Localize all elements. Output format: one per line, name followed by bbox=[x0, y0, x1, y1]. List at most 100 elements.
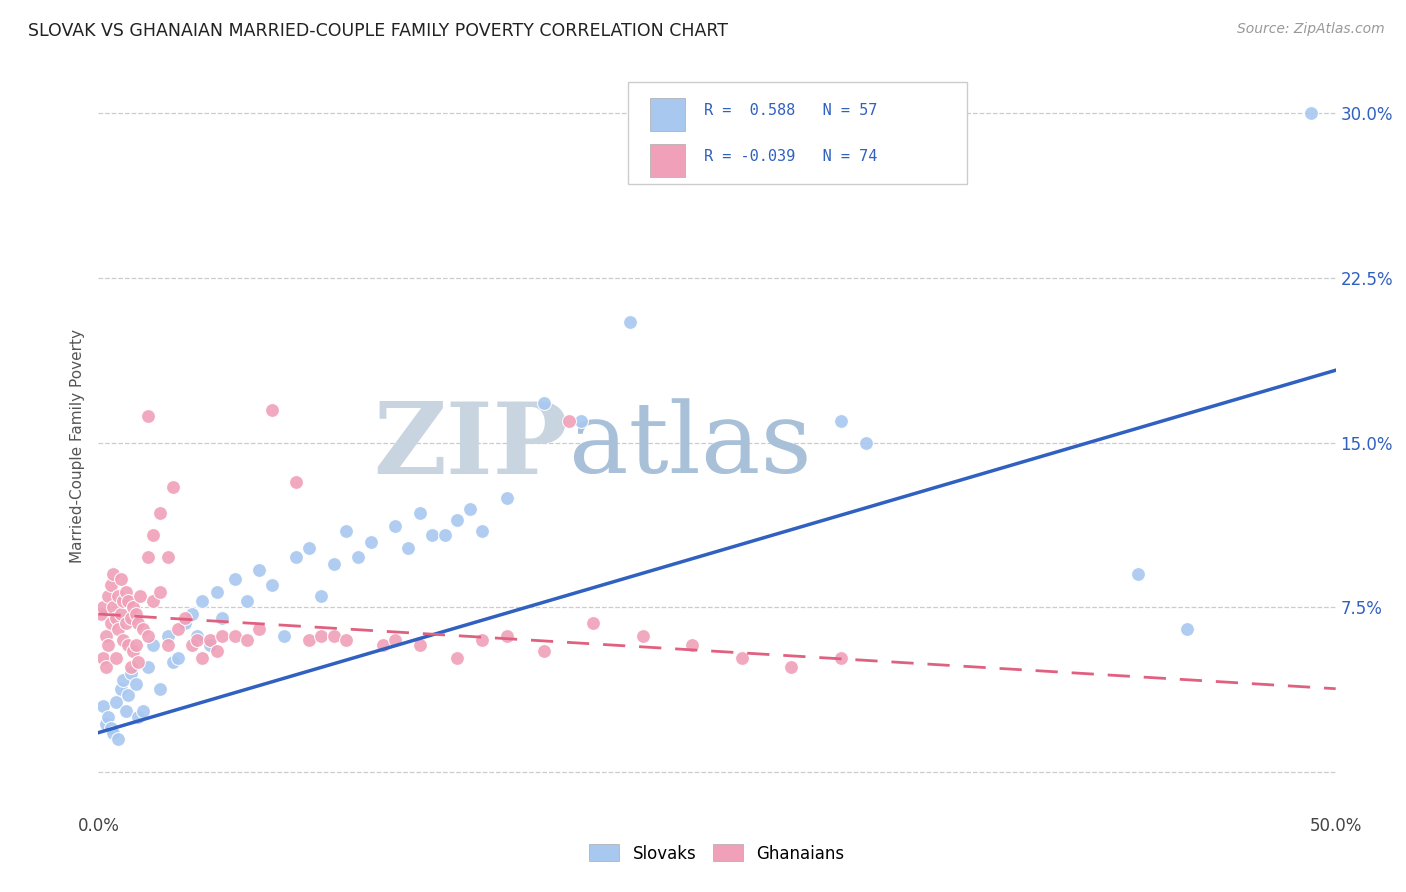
Point bbox=[132, 623, 155, 637]
Point bbox=[186, 629, 208, 643]
Point bbox=[90, 607, 112, 621]
Point bbox=[107, 590, 129, 604]
Point bbox=[495, 491, 517, 505]
Point bbox=[322, 557, 344, 571]
Point bbox=[191, 651, 214, 665]
Point bbox=[236, 594, 259, 608]
Point bbox=[174, 611, 197, 625]
Point bbox=[136, 659, 159, 673]
Point bbox=[93, 600, 115, 615]
Point bbox=[112, 594, 135, 608]
Point bbox=[273, 629, 295, 643]
Point bbox=[198, 633, 221, 648]
Point bbox=[94, 717, 117, 731]
Point bbox=[181, 638, 204, 652]
Point bbox=[124, 677, 146, 691]
Point bbox=[186, 633, 208, 648]
Point bbox=[94, 659, 117, 673]
Point bbox=[97, 590, 120, 604]
Point bbox=[124, 607, 146, 621]
Point bbox=[619, 315, 641, 329]
Point bbox=[110, 572, 132, 586]
Point bbox=[322, 629, 344, 643]
Point bbox=[631, 629, 654, 643]
Text: R = -0.039   N = 74: R = -0.039 N = 74 bbox=[704, 149, 877, 163]
Point bbox=[298, 541, 321, 556]
Point bbox=[100, 721, 122, 735]
Point bbox=[107, 732, 129, 747]
Text: R =  0.588   N = 57: R = 0.588 N = 57 bbox=[704, 103, 877, 118]
Point bbox=[93, 699, 115, 714]
Point bbox=[855, 435, 877, 450]
Point bbox=[156, 549, 179, 564]
Point bbox=[112, 673, 135, 687]
Point bbox=[132, 704, 155, 718]
Point bbox=[224, 629, 246, 643]
Point bbox=[156, 629, 179, 643]
Point bbox=[174, 615, 197, 630]
Text: Source: ZipAtlas.com: Source: ZipAtlas.com bbox=[1237, 22, 1385, 37]
Point bbox=[114, 615, 136, 630]
Point bbox=[211, 611, 233, 625]
Point bbox=[191, 594, 214, 608]
Point bbox=[129, 590, 152, 604]
Point bbox=[166, 623, 188, 637]
Point bbox=[1299, 106, 1322, 120]
Point bbox=[127, 656, 149, 670]
Point bbox=[156, 638, 179, 652]
Point bbox=[104, 611, 127, 625]
Point bbox=[1175, 623, 1198, 637]
Point bbox=[97, 638, 120, 652]
Point bbox=[298, 633, 321, 648]
Point bbox=[149, 681, 172, 696]
Point bbox=[127, 615, 149, 630]
Point bbox=[142, 528, 165, 542]
Point bbox=[114, 704, 136, 718]
Point bbox=[136, 629, 159, 643]
Point bbox=[100, 615, 122, 630]
Point bbox=[142, 594, 165, 608]
Point bbox=[198, 638, 221, 652]
Point bbox=[557, 414, 579, 428]
Point bbox=[142, 638, 165, 652]
Point bbox=[371, 638, 394, 652]
Point bbox=[120, 659, 142, 673]
Point bbox=[1126, 567, 1149, 582]
Point bbox=[384, 519, 406, 533]
Point bbox=[117, 594, 139, 608]
Point bbox=[120, 666, 142, 681]
Point bbox=[433, 528, 456, 542]
Point bbox=[181, 607, 204, 621]
Point bbox=[149, 506, 172, 520]
Point bbox=[149, 585, 172, 599]
Point bbox=[166, 651, 188, 665]
Point bbox=[127, 710, 149, 724]
Point bbox=[458, 501, 481, 516]
Point bbox=[122, 644, 145, 658]
Point bbox=[224, 572, 246, 586]
Point bbox=[396, 541, 419, 556]
Point bbox=[830, 414, 852, 428]
Point bbox=[93, 651, 115, 665]
Point bbox=[117, 638, 139, 652]
Point bbox=[247, 563, 270, 577]
Point bbox=[422, 528, 444, 542]
Point bbox=[162, 656, 184, 670]
Point bbox=[780, 659, 803, 673]
Point bbox=[260, 402, 283, 417]
Point bbox=[110, 681, 132, 696]
Text: atlas: atlas bbox=[568, 398, 811, 494]
Point bbox=[533, 396, 555, 410]
Point bbox=[681, 638, 703, 652]
Text: SLOVAK VS GHANAIAN MARRIED-COUPLE FAMILY POVERTY CORRELATION CHART: SLOVAK VS GHANAIAN MARRIED-COUPLE FAMILY… bbox=[28, 22, 728, 40]
Point bbox=[103, 600, 125, 615]
Point bbox=[335, 633, 357, 648]
Point bbox=[124, 638, 146, 652]
Point bbox=[471, 524, 494, 538]
Point bbox=[104, 651, 127, 665]
Point bbox=[94, 629, 117, 643]
Point bbox=[205, 644, 228, 658]
Point bbox=[236, 633, 259, 648]
Legend: Slovaks, Ghanaians: Slovaks, Ghanaians bbox=[583, 838, 851, 869]
Point bbox=[97, 710, 120, 724]
